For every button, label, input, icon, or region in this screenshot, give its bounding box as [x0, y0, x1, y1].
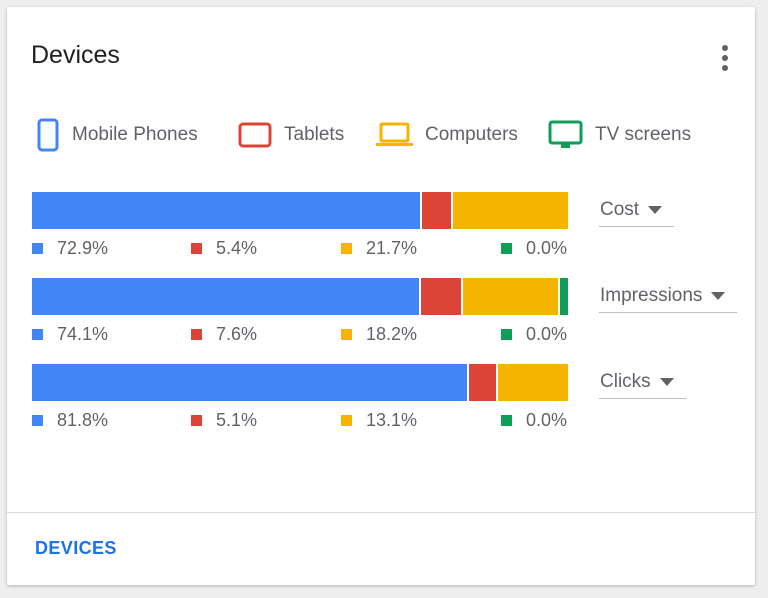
- more-vert-icon: [722, 45, 728, 71]
- footer-divider: [7, 512, 755, 513]
- pct-tv: 0.0%: [501, 237, 567, 259]
- pct-tablets: 5.1%: [191, 409, 257, 431]
- computer-icon: [376, 122, 413, 146]
- pct-mobile: 81.8%: [32, 409, 108, 431]
- metric-dropdown-cost[interactable]: Cost: [599, 194, 675, 227]
- devices-card: Devices Mobile Phones Tablets Compute: [7, 7, 755, 585]
- segment-mobile: [32, 364, 468, 401]
- device-legend: Mobile Phones Tablets Computers TV scree…: [7, 115, 755, 155]
- pct-tv: 0.0%: [501, 323, 567, 345]
- metric-dropdown-impressions[interactable]: Impressions: [599, 280, 738, 313]
- pct-computers: 21.7%: [341, 237, 417, 259]
- stacked-bar-clicks: [32, 364, 568, 401]
- metric-label: Clicks: [600, 371, 651, 392]
- pct-tablets: 7.6%: [191, 323, 257, 345]
- segment-tablets: [467, 364, 497, 401]
- caret-down-icon: [659, 378, 674, 386]
- legend-label: Tablets: [284, 124, 345, 145]
- tablet-icon: [238, 122, 272, 148]
- stacked-bar-impressions: [32, 278, 568, 315]
- row-impressions: 74.1% 7.6% 18.2% 0.0% Impressions: [7, 278, 755, 348]
- segment-computers: [460, 278, 558, 315]
- pct-tv: 0.0%: [501, 409, 567, 431]
- row-clicks: 81.8% 5.1% 13.1% 0.0% Clicks: [7, 364, 755, 434]
- metric-label: Impressions: [600, 285, 703, 306]
- legend-item-tv: TV screens: [548, 115, 691, 155]
- devices-link[interactable]: DEVICES: [35, 538, 117, 558]
- segment-mobile: [32, 192, 420, 229]
- pct-mobile: 74.1%: [32, 323, 108, 345]
- segment-tablets: [419, 192, 451, 229]
- legend-item-tablets: Tablets: [238, 115, 344, 155]
- segment-tv: [557, 278, 568, 315]
- metric-label: Cost: [600, 199, 640, 220]
- row-cost: 72.9% 5.4% 21.7% 0.0% Cost: [7, 192, 755, 262]
- pct-computers: 18.2%: [341, 323, 417, 345]
- mobile-phone-icon: [37, 118, 59, 152]
- stacked-bar-cost: [32, 192, 568, 229]
- tv-icon: [548, 120, 583, 148]
- pct-mobile: 72.9%: [32, 237, 108, 259]
- legend-label: TV screens: [595, 124, 692, 145]
- caret-down-icon: [648, 206, 663, 214]
- metric-dropdown-clicks[interactable]: Clicks: [599, 366, 686, 399]
- legend-item-computers: Computers: [376, 115, 518, 155]
- segment-mobile: [32, 278, 420, 315]
- segment-tablets: [419, 278, 461, 315]
- more-options-button[interactable]: [713, 43, 737, 73]
- legend-label: Mobile Phones: [72, 124, 198, 145]
- card-title: Devices: [31, 41, 120, 69]
- pct-computers: 13.1%: [341, 409, 417, 431]
- segment-computers: [496, 364, 568, 401]
- pct-tablets: 5.4%: [191, 237, 257, 259]
- caret-down-icon: [711, 292, 726, 300]
- segment-computers: [450, 192, 568, 229]
- legend-label: Computers: [425, 124, 518, 145]
- legend-item-mobile: Mobile Phones: [36, 115, 198, 155]
